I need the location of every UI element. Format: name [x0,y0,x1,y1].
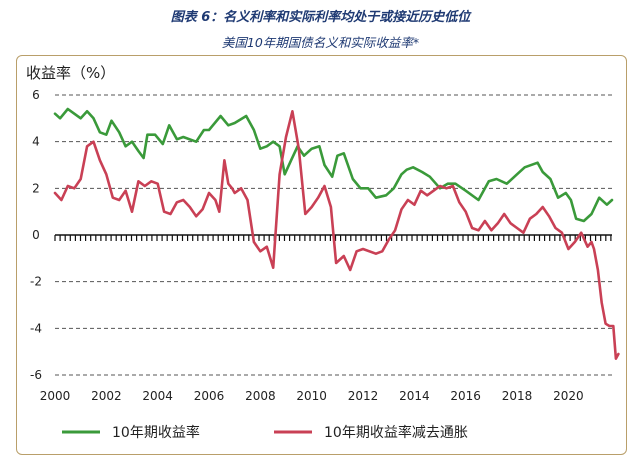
x-tick-labels: 2000 2002 2004 2006 2008 2010 2012 2014 2016 2018… [40,389,584,403]
x-tick-label: 2014 [399,389,430,403]
x-tick-label: 2006 [194,389,225,403]
series-lines [53,107,620,360]
x-tick-label: 2004 [142,389,173,403]
x-tick-label: 2008 [245,389,276,403]
x-tick-label: 2012 [348,389,379,403]
legend-label-real: 10年期收益率减去通胀 [324,424,468,441]
y-axis-label: 收益率（%） [26,64,115,82]
y-tick-label: -6 [30,368,42,382]
y-tick-label: -2 [30,275,42,289]
x-tick-label: 2018 [502,389,533,403]
x-tick-label: 2016 [450,389,481,403]
y-tick-label: 0 [32,228,40,242]
y-tick-label: 2 [32,181,40,195]
zero-axis-ticks [54,235,612,241]
x-tick-label: 2002 [91,389,122,403]
real-yield-line [53,110,620,360]
y-tick-labels: 6 4 2 0 -2 -4 -6 [30,88,42,382]
figure-title: 图表 6：名义利率和实际利率均处于或接近历史低位 [170,10,471,25]
x-tick-label: 2000 [40,389,71,403]
legend: 10年期收益率 10年期收益率减去通胀 [62,424,468,441]
y-tick-label: 4 [32,135,40,149]
nominal-yield-line [53,107,614,223]
y-tick-label: -4 [30,321,42,335]
legend-label-nominal: 10年期收益率 [112,424,200,441]
grid-lines [55,94,612,376]
y-tick-label: 6 [32,88,40,102]
figure-subtitle: 美国10年期国债名义和实际收益率* [221,35,420,50]
x-tick-label: 2020 [553,389,584,403]
x-tick-label: 2010 [296,389,327,403]
chart-frame [16,55,627,455]
